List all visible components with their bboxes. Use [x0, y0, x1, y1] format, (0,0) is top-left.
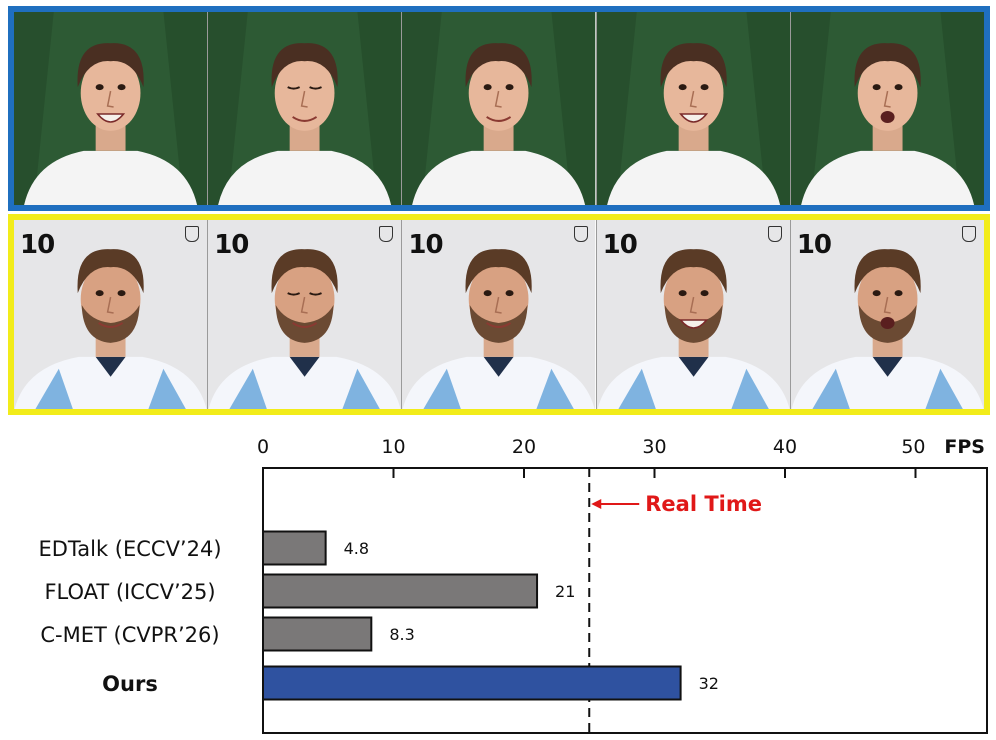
bar-baseline	[262, 573, 539, 609]
portrait-image	[208, 220, 402, 409]
bar-baseline	[262, 530, 327, 566]
portrait-image	[596, 220, 790, 409]
x-tick-label: 30	[642, 436, 666, 458]
top-row-frame	[596, 12, 791, 205]
bottom-row-frame: 10	[208, 220, 403, 409]
crest-icon	[962, 226, 977, 242]
crest-icon	[185, 226, 200, 242]
jersey-number: 10	[408, 230, 443, 260]
bar-value-label: 8.3	[389, 625, 414, 644]
portrait-image	[402, 220, 596, 409]
bar-baseline	[262, 616, 373, 652]
x-tick-label: 50	[901, 436, 925, 458]
category-label: FLOAT (ICCV’25)	[44, 580, 215, 604]
real-time-label: Real Time	[645, 492, 762, 516]
crest-icon	[573, 226, 588, 242]
bar-value-label: 32	[699, 674, 719, 693]
category-label: Ours	[102, 672, 158, 696]
bar-value-label: 4.8	[344, 539, 369, 558]
jersey-number: 10	[796, 230, 832, 260]
jersey-number: 10	[20, 230, 55, 260]
bottom-row-frame: 10	[14, 220, 209, 409]
top-row-frame	[790, 12, 985, 205]
jersey-number: 10	[602, 230, 638, 260]
x-tick-label: 0	[257, 436, 269, 458]
top-row-frame	[208, 12, 403, 205]
crest-icon	[767, 226, 782, 242]
bottom-row-frame: 10	[596, 220, 791, 409]
portrait-image	[790, 12, 985, 205]
arrow-head-icon	[591, 499, 602, 509]
top-row-frame	[402, 12, 597, 205]
x-tick-label: 20	[512, 436, 536, 458]
portrait-image	[790, 220, 985, 409]
x-tick-label: 40	[773, 436, 797, 458]
portrait-image	[14, 12, 208, 205]
bottom-row-frame: 10	[790, 220, 985, 409]
category-label: EDTalk (ECCV’24)	[38, 537, 221, 561]
fps-bar-chart: 0 10 20 30 40 50 FPS Real Time EDTalk (ECCV’24) 4…	[38, 436, 988, 734]
portrait-image	[14, 220, 208, 409]
top-row-frames	[8, 6, 990, 211]
portrait-image	[596, 12, 790, 205]
crest-icon	[379, 226, 394, 242]
portrait-image	[402, 12, 596, 205]
top-row-frame	[14, 12, 209, 205]
bottom-row-frames: 10 10 10 10 10	[8, 214, 990, 415]
x-tick-label: 10	[381, 436, 405, 458]
jersey-number: 10	[214, 230, 249, 260]
axis-unit-label: FPS	[944, 436, 985, 458]
bottom-row-frame: 10	[402, 220, 597, 409]
portrait-image	[208, 12, 402, 205]
bar-ours	[262, 665, 682, 701]
bar-value-label: 21	[555, 582, 575, 601]
category-label: C-MET (CVPR’26)	[40, 623, 219, 647]
